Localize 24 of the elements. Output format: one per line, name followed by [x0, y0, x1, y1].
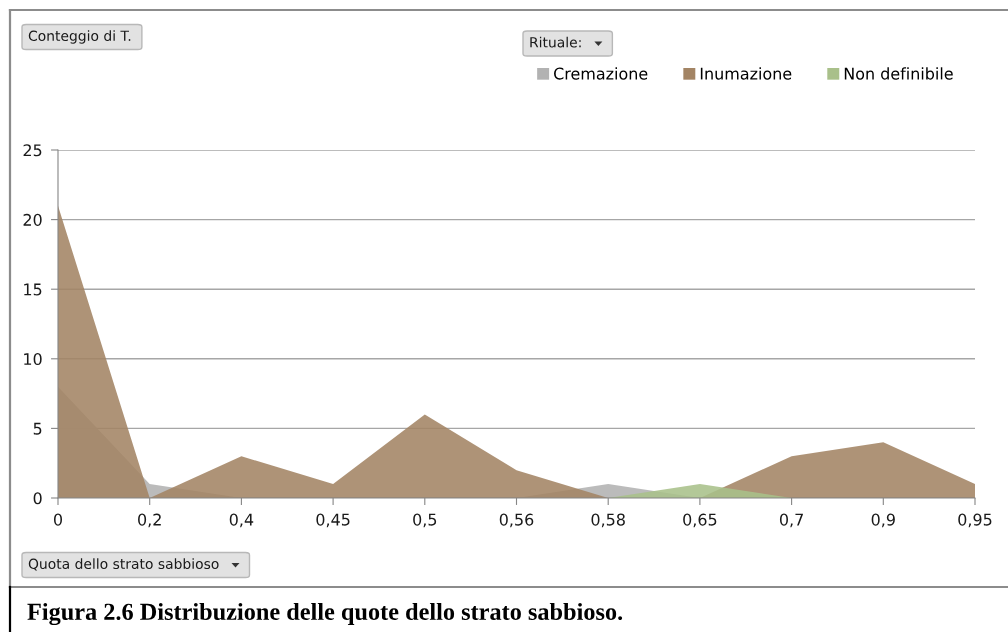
x-tick-label: 0,2: [138, 513, 161, 528]
x-tick-label: 0,45: [316, 513, 350, 528]
x-tick-label: 0,7: [779, 513, 803, 528]
x-tick-label: 0,95: [958, 513, 992, 528]
y-tick-label: 15: [24, 283, 42, 296]
y-tick-label: 20: [23, 213, 42, 226]
y-tick-label: 0: [33, 492, 42, 505]
y-tick-label: 10: [24, 353, 42, 366]
y-tick-label: 25: [23, 144, 42, 157]
text: Conteggio di T.: [28, 30, 131, 44]
x-tick-label: 0,5: [413, 513, 437, 528]
x-tick-label: 0,58: [591, 513, 625, 528]
x-tick-label: 0: [53, 513, 63, 526]
legend-label: Inumazione: [700, 67, 792, 80]
x-tick-label: 0,65: [683, 513, 717, 528]
legend-label: Non definibile: [844, 67, 953, 80]
x-axis-title: Quota dello strato sabbioso: [28, 558, 219, 571]
x-tick-label: 0,56: [499, 513, 534, 528]
legend-label: Cremazione: [554, 67, 648, 80]
x-tick-label: 0,4: [229, 513, 254, 528]
y-tick-label: 5: [33, 422, 42, 435]
text: Figura 2.6 Distribuzione delle quote dello strato sabbioso.: [27, 602, 623, 626]
x-tick-label: 0,9: [871, 513, 895, 528]
legend-title: Rituale:: [530, 36, 581, 48]
